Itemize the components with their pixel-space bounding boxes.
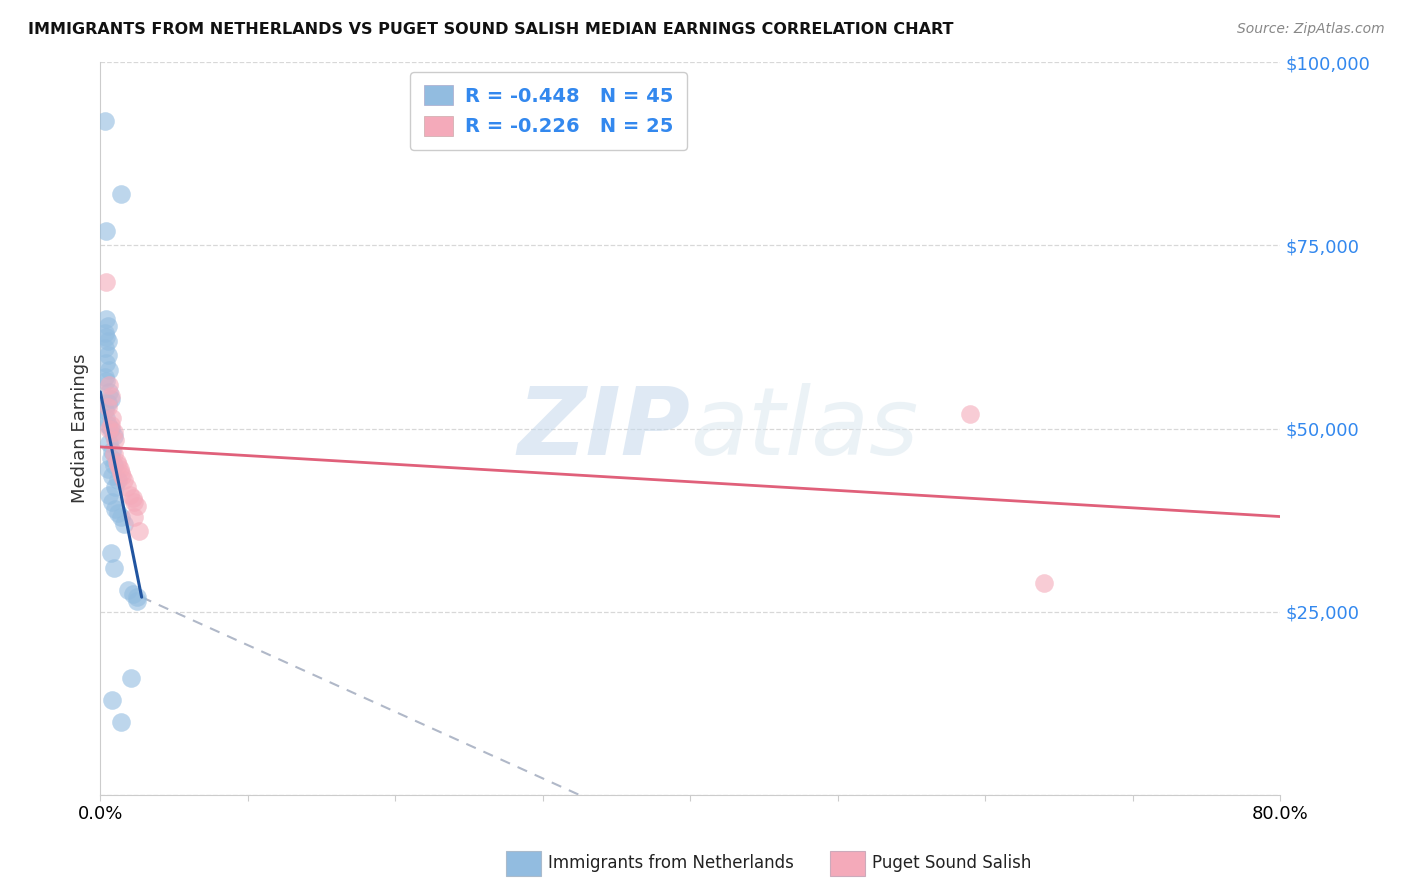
Point <box>98 421 121 435</box>
Point <box>96 410 118 425</box>
Point <box>98 487 121 501</box>
Point <box>100 392 122 407</box>
Point <box>127 590 149 604</box>
Point <box>100 546 122 560</box>
Legend: R = -0.448   N = 45, R = -0.226   N = 25: R = -0.448 N = 45, R = -0.226 N = 25 <box>411 72 688 150</box>
Point <box>107 458 129 473</box>
Point <box>98 436 121 450</box>
Point <box>97 417 120 432</box>
Point <box>97 396 120 410</box>
Text: atlas: atlas <box>690 383 918 475</box>
Text: IMMIGRANTS FROM NETHERLANDS VS PUGET SOUND SALISH MEDIAN EARNINGS CORRELATION CH: IMMIGRANTS FROM NETHERLANDS VS PUGET SOU… <box>28 22 953 37</box>
Point <box>115 480 138 494</box>
Point <box>107 506 129 520</box>
Point <box>110 509 132 524</box>
Point <box>97 318 120 333</box>
Point <box>97 400 120 414</box>
Point <box>110 714 132 729</box>
Point <box>100 417 122 432</box>
Point <box>104 502 127 516</box>
Point <box>96 311 118 326</box>
Point <box>98 377 121 392</box>
Point <box>94 113 117 128</box>
Point <box>110 466 132 480</box>
Point <box>101 469 124 483</box>
Point <box>97 462 120 476</box>
Point <box>103 447 125 461</box>
Point <box>118 487 141 501</box>
Text: Immigrants from Netherlands: Immigrants from Netherlands <box>548 855 794 872</box>
Point <box>112 516 135 531</box>
Point <box>122 509 145 524</box>
Point <box>111 469 134 483</box>
Point <box>100 421 122 435</box>
Point <box>103 425 125 440</box>
Point <box>96 374 118 388</box>
Point <box>101 443 124 458</box>
Point <box>120 671 142 685</box>
Point <box>959 407 981 421</box>
Point <box>104 480 127 494</box>
Point <box>101 693 124 707</box>
Point <box>112 473 135 487</box>
Point <box>103 429 125 443</box>
Point <box>1033 575 1056 590</box>
Point <box>103 561 125 575</box>
Point <box>127 594 149 608</box>
Point <box>96 356 118 370</box>
Point <box>97 334 120 348</box>
Point <box>94 403 117 417</box>
Point <box>98 384 121 399</box>
Point <box>121 491 143 506</box>
Point <box>98 363 121 377</box>
Point <box>103 458 125 473</box>
Text: Puget Sound Salish: Puget Sound Salish <box>872 855 1031 872</box>
Point <box>117 582 139 597</box>
Y-axis label: Median Earnings: Median Earnings <box>72 354 89 503</box>
Text: Source: ZipAtlas.com: Source: ZipAtlas.com <box>1237 22 1385 37</box>
Point <box>105 454 128 468</box>
Point <box>96 330 118 344</box>
Point <box>100 389 122 403</box>
Point <box>101 495 124 509</box>
Text: ZIP: ZIP <box>517 383 690 475</box>
Point <box>97 348 120 362</box>
Point <box>128 524 150 539</box>
Point <box>110 187 132 202</box>
Point <box>94 370 117 384</box>
Point <box>122 495 145 509</box>
Point <box>96 275 118 289</box>
Point <box>100 450 122 465</box>
Point <box>108 462 131 476</box>
Point <box>94 326 117 341</box>
Point <box>104 433 127 447</box>
Point <box>101 410 124 425</box>
Point <box>121 586 143 600</box>
Point <box>107 473 129 487</box>
Point <box>127 499 149 513</box>
Point <box>96 224 118 238</box>
Point <box>94 341 117 355</box>
